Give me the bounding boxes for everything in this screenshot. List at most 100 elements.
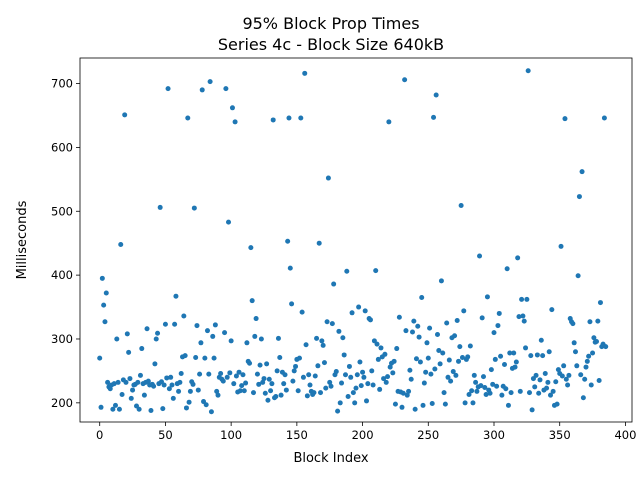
data-point: [396, 314, 402, 320]
data-point: [210, 333, 216, 339]
data-point: [228, 338, 234, 344]
data-point: [545, 379, 551, 385]
data-point: [586, 353, 592, 359]
data-point: [198, 340, 204, 346]
data-point: [417, 359, 423, 365]
data-point: [348, 374, 354, 380]
data-point: [250, 390, 256, 396]
data-point: [387, 364, 393, 370]
data-point: [291, 368, 297, 374]
data-point: [312, 373, 318, 379]
data-point: [386, 119, 392, 125]
data-point: [383, 379, 389, 385]
data-point: [544, 385, 550, 391]
data-point: [470, 400, 476, 406]
data-point: [299, 309, 305, 315]
data-point: [590, 350, 596, 356]
data-point: [102, 319, 108, 325]
data-point: [241, 388, 247, 394]
data-point: [199, 87, 205, 93]
data-point: [206, 371, 212, 377]
data-point: [97, 355, 103, 361]
data-point: [433, 92, 439, 98]
data-point: [385, 374, 391, 380]
data-point: [419, 294, 425, 300]
data-point: [320, 342, 326, 348]
data-point: [233, 373, 239, 379]
data-point: [378, 345, 384, 351]
data-point: [424, 340, 430, 346]
data-point: [431, 114, 437, 120]
data-point: [340, 335, 346, 341]
data-point: [124, 331, 130, 337]
data-point: [339, 380, 345, 386]
data-point: [502, 362, 508, 368]
data-point: [555, 367, 561, 373]
data-point: [244, 340, 250, 346]
data-point: [103, 290, 109, 296]
data-point: [119, 392, 125, 398]
data-point: [289, 301, 295, 307]
data-point: [281, 381, 287, 387]
data-point: [495, 323, 501, 329]
data-point: [511, 350, 517, 356]
data-point: [345, 393, 351, 399]
y-axis-label: Milliseconds: [15, 200, 30, 279]
x-axis-label: Block Index: [293, 451, 368, 466]
data-point: [513, 359, 519, 365]
data-point: [428, 371, 434, 377]
data-point: [465, 354, 471, 360]
data-point: [208, 409, 214, 415]
plot-frame: [79, 57, 633, 423]
data-point: [521, 318, 527, 324]
data-point: [411, 318, 417, 324]
data-point: [247, 360, 253, 366]
x-axis-ticks: 0 50 100 150 200 250 300 350 400: [96, 422, 636, 442]
data-point: [528, 353, 534, 359]
data-point: [507, 350, 513, 356]
data-point: [264, 361, 270, 367]
x-tick-label: 350: [549, 428, 571, 442]
data-point: [549, 307, 555, 313]
data-point: [324, 319, 330, 325]
data-point: [364, 398, 370, 404]
data-point: [237, 388, 243, 394]
data-point: [287, 265, 293, 271]
data-point: [484, 294, 490, 300]
data-point: [576, 194, 582, 200]
data-point: [503, 386, 509, 392]
data-point: [566, 372, 572, 378]
data-point: [423, 369, 429, 375]
data-point: [122, 112, 128, 118]
data-point: [300, 374, 306, 380]
data-point: [374, 341, 380, 347]
data-point: [390, 370, 396, 376]
data-point: [128, 395, 134, 401]
data-point: [240, 372, 246, 378]
x-tick-label: 400: [614, 428, 636, 442]
data-point: [204, 328, 210, 334]
data-point: [373, 268, 379, 274]
data-point: [597, 300, 603, 306]
data-point: [226, 219, 232, 225]
data-point: [370, 382, 376, 388]
data-point: [360, 369, 366, 375]
data-point: [483, 392, 489, 398]
data-point: [523, 345, 529, 351]
chart-title-line1: 95% Block Prop Times: [242, 14, 419, 33]
data-point: [169, 382, 175, 388]
data-point: [561, 363, 567, 369]
data-point: [584, 358, 590, 364]
data-point: [249, 298, 255, 304]
data-point: [458, 203, 464, 209]
data-point: [353, 385, 359, 391]
data-point: [307, 382, 313, 388]
data-point: [406, 388, 412, 394]
data-point: [105, 379, 111, 385]
data-point: [473, 379, 479, 385]
chart-title-line2: Series 4c - Block Size 640kB: [218, 35, 444, 54]
data-point: [346, 363, 352, 369]
data-point: [227, 370, 233, 376]
data-point: [157, 204, 163, 210]
data-point: [466, 392, 472, 398]
